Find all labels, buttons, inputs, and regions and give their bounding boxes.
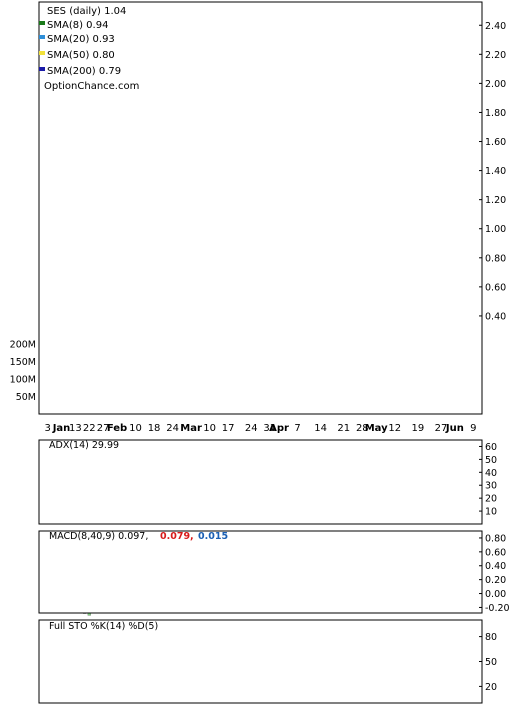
x-tick-label: 10 [203,423,216,434]
volume-tick-label: 200M [10,340,36,351]
x-tick-label: 17 [222,423,235,434]
macd-title: MACD(8,40,9) 0.097, [49,531,148,542]
macd-signal-value: 0.079, [160,531,194,542]
macd-panel-frame [39,531,482,613]
macd-ytick-label: 0.20 [485,575,506,586]
price-ytick-label: 0.40 [485,311,506,322]
legend-sma200: SMA(200) 0.79 [47,66,121,77]
x-tick-label: May [365,423,388,434]
volume-tick-label: 50M [16,392,36,403]
x-tick-label: 13 [69,423,82,434]
sto-ytick-label: 80 [485,632,497,643]
adx-title: ADX(14) 29.99 [49,440,119,451]
x-tick-label: 22 [83,423,96,434]
x-tick-label: Apr [269,423,289,434]
x-tick-label: Jan [52,423,71,434]
price-ytick-label: 0.60 [485,282,506,293]
adx-ytick-label: 10 [485,507,497,518]
x-tick-label: 21 [337,423,350,434]
x-tick-label: 10 [129,423,142,434]
macd-ytick-label: -0.20 [485,603,510,614]
price-ytick-label: 1.40 [485,166,506,177]
price-ytick-label: 2.20 [485,50,506,61]
legend-swatch-sma8 [39,21,45,25]
legend-swatch-sma20 [39,35,45,39]
x-tick-label: Feb [107,423,127,434]
x-tick-label: 3 [44,423,50,434]
price-ytick-label: 1.60 [485,137,506,148]
price-ytick-label: 1.20 [485,195,506,206]
x-tick-label: 24 [166,423,179,434]
legend-sma8: SMA(8) 0.94 [47,20,108,31]
x-tick-label: 7 [294,423,300,434]
sto-ytick-label: 50 [485,657,497,668]
macd-ytick-label: 0.00 [485,589,506,600]
x-tick-label: 14 [314,423,327,434]
macd-ytick-label: 0.60 [485,547,506,558]
x-tick-label: 9 [470,423,476,434]
main-title: SES (daily) 1.04 [47,6,126,17]
price-ytick-label: 1.00 [485,224,506,235]
volume-tick-label: 150M [10,357,36,368]
adx-ytick-label: 50 [485,455,497,466]
adx-ytick-label: 60 [485,442,497,453]
sto-ytick-label: 20 [485,682,497,693]
price-ytick-label: 2.40 [485,21,506,32]
legend-swatch-sma50 [39,51,45,55]
macd-ytick-label: 0.80 [485,533,506,544]
sto-title: Full STO %K(14) %D(5) [49,621,158,632]
x-tick-label: Jun [445,423,464,434]
adx-ytick-label: 20 [485,494,497,505]
x-tick-label: 19 [411,423,424,434]
price-ytick-label: 2.00 [485,79,506,90]
adx-panel-frame [39,440,482,524]
price-panel-frame [39,2,482,414]
legend-swatch-sma200 [39,67,45,71]
watermark: OptionChance.com [44,81,139,92]
adx-ytick-label: 40 [485,468,497,479]
macd-ytick-label: 0.40 [485,561,506,572]
sto-panel-frame [39,620,482,703]
legend-sma50: SMA(50) 0.80 [47,50,115,61]
x-tick-label: 24 [245,423,258,434]
price-ytick-label: 0.80 [485,253,506,264]
volume-tick-label: 100M [10,375,36,386]
x-tick-label: 18 [148,423,161,434]
price-ytick-label: 1.80 [485,108,506,119]
macd-hist-value: 0.015 [198,531,228,542]
legend-sma20: SMA(20) 0.93 [47,34,115,45]
x-tick-label: 12 [388,423,401,434]
adx-ytick-label: 30 [485,481,497,492]
axes-layer: 2.40 2.20 2.00 1.80 1.60 1.40 1.20 1.00 0.80 0.60… [10,2,510,703]
x-tick-label: Mar [180,423,202,434]
